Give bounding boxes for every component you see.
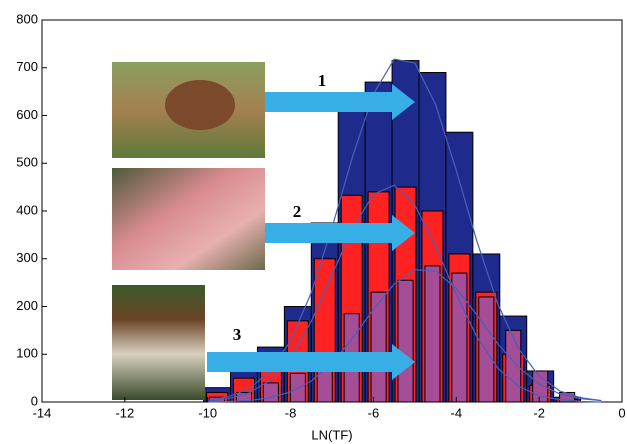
y-tick-label: 100 [16,346,38,361]
y-tick-label: 200 [16,298,38,313]
bar [235,391,253,403]
y-tick-label: 500 [16,155,38,170]
y-tick-label: 300 [16,250,38,265]
x-tick-label: -6 [368,405,380,420]
arrow [265,84,415,120]
fit-curve [207,269,602,403]
x-tick-label: 0 [618,405,625,420]
y-tick-label: 600 [16,107,38,122]
annotation: 2 [293,202,302,221]
x-tick-label: -4 [451,405,463,420]
illustrations: 1 2 3 [112,62,415,400]
bar [424,265,441,403]
y-tick-label: 400 [16,202,38,217]
x-tick-label: -14 [33,405,52,420]
bar [451,272,468,403]
x-axis-label: LN(TF) [311,427,352,442]
x-tick-label: -10 [198,405,217,420]
fit-curve [207,184,602,403]
photo-detail [165,80,235,130]
photo-russula [112,168,265,270]
bar [478,296,495,403]
x-tick-label: -2 [533,405,545,420]
arrow [207,344,415,380]
bar [505,329,522,403]
x-tick-label: -8 [285,405,297,420]
arrow [265,215,415,251]
annotation: 3 [233,325,242,344]
bar [397,279,414,403]
x-tick-label: -12 [115,405,134,420]
bar [370,291,387,403]
y-tick-label: 0 [31,393,38,408]
y-tick-label: 800 [16,11,38,26]
photo-boletus [112,285,205,400]
y-tick-label: 700 [16,59,38,74]
bar [262,382,279,403]
annotation: 1 [318,71,327,90]
bar [316,370,333,403]
